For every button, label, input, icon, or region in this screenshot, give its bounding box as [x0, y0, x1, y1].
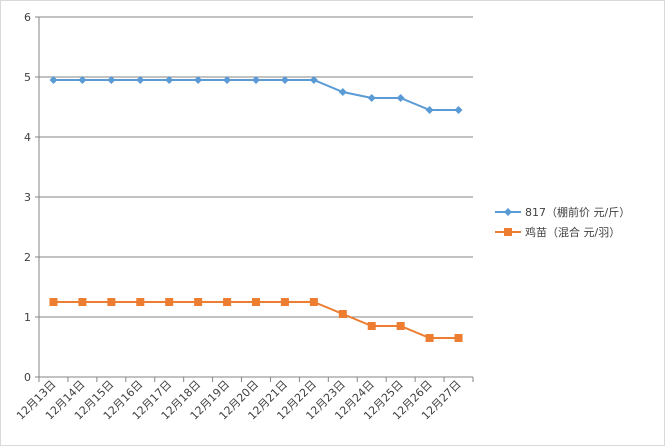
data-point — [309, 76, 318, 84]
series-line — [53, 79, 459, 111]
data-point — [252, 76, 260, 84]
data-point — [396, 322, 405, 330]
y-tick-label: 5 — [24, 71, 31, 84]
data-point — [223, 76, 232, 84]
data-point — [165, 298, 174, 306]
data-point — [49, 298, 58, 306]
y-tick-label: 3 — [24, 191, 31, 204]
data-point — [425, 106, 434, 114]
data-point — [367, 94, 376, 102]
series-line — [53, 301, 459, 339]
data-point — [107, 298, 116, 306]
legend-label: 鸡苗（混合 元/羽） — [525, 225, 620, 239]
data-point — [78, 76, 87, 84]
data-point — [194, 76, 203, 84]
data-point — [338, 88, 347, 96]
data-point — [280, 298, 289, 306]
y-tick-label: 6 — [24, 11, 31, 24]
axes — [35, 16, 474, 382]
data-point — [309, 298, 318, 306]
y-tick-label: 2 — [24, 251, 31, 264]
y-axis-ticks: 0 1 2 3 4 5 6 — [24, 11, 31, 384]
legend: 817（棚前价 元/斤） 鸡苗（混合 元/羽） — [495, 205, 630, 239]
data-point — [194, 298, 203, 306]
plot-area — [49, 76, 463, 342]
data-point — [338, 310, 347, 318]
data-point — [367, 322, 376, 330]
data-point — [49, 76, 58, 84]
data-point — [223, 298, 232, 306]
legend-marker — [504, 228, 512, 236]
legend-marker — [504, 208, 512, 216]
x-axis-ticks: 12月13日12月14日12月15日12月16日12月17日12月18日12月1… — [14, 378, 464, 423]
data-point — [165, 76, 174, 84]
y-tick-label: 1 — [24, 311, 31, 324]
data-point — [136, 76, 145, 84]
data-point — [136, 298, 145, 306]
gridlines — [39, 16, 473, 318]
data-point — [107, 76, 116, 84]
data-point — [454, 334, 463, 342]
data-point — [252, 298, 260, 306]
data-point — [396, 94, 405, 102]
data-point — [280, 76, 289, 84]
data-point — [78, 298, 87, 306]
y-tick-label: 4 — [24, 131, 31, 144]
legend-label: 817（棚前价 元/斤） — [525, 205, 630, 219]
data-point — [454, 106, 463, 114]
data-point — [425, 334, 434, 342]
y-tick-label: 0 — [24, 371, 31, 384]
